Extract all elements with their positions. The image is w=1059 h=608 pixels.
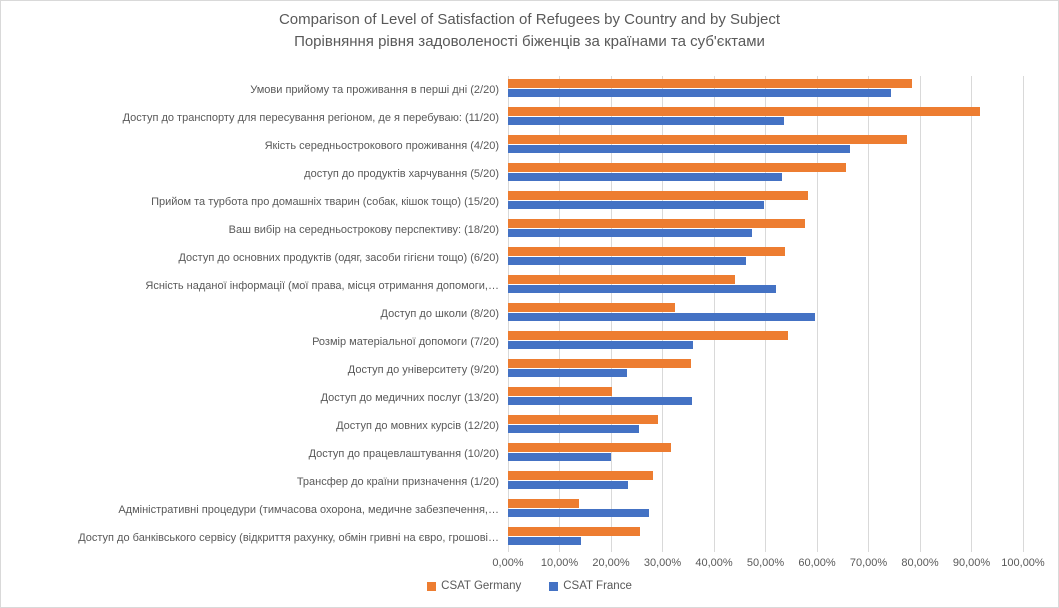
x-tick-label: 80,00% xyxy=(901,557,939,569)
bar-csat-germany xyxy=(508,163,847,172)
bar-csat-germany xyxy=(508,359,692,368)
bar-row xyxy=(508,496,1023,524)
bar-csat-france xyxy=(508,229,753,237)
value-axis: 0,00% 10,00% 20,00% 30,00% 40,00% 50,00% 60,00… xyxy=(492,557,1044,571)
x-tick-label: 60,00% xyxy=(798,557,836,569)
bar-csat-germany xyxy=(508,79,913,88)
bar-row xyxy=(508,300,1023,328)
bar-row xyxy=(508,412,1023,440)
bar-row xyxy=(508,328,1023,356)
category-label: Доступ до працевлаштування (10/20) xyxy=(308,448,499,460)
chart-title-line2: Порівняння рівня задоволеності біженців … xyxy=(294,33,765,50)
x-tick-label: 40,00% xyxy=(695,557,733,569)
bar-csat-france xyxy=(508,396,692,405)
bar-csat-germany xyxy=(508,107,980,116)
bar-csat-france xyxy=(508,89,892,97)
bar-row xyxy=(508,440,1023,468)
bar-row xyxy=(508,104,1023,132)
bar-csat-france xyxy=(508,117,785,125)
bar-csat-france xyxy=(508,201,765,209)
x-tick-label: 0,00% xyxy=(492,557,524,569)
bar-row xyxy=(508,524,1023,552)
bar-csat-germany xyxy=(508,247,786,256)
category-label: Адміністративні процедури (тимчасова охо… xyxy=(118,504,499,516)
gridline xyxy=(971,76,972,552)
x-tick-label: 70,00% xyxy=(849,557,888,569)
bar-csat-france xyxy=(508,509,650,517)
bar-csat-germany xyxy=(508,219,806,228)
category-label: Доступ до мовних курсів (12/20) xyxy=(336,420,499,432)
bar-csat-france xyxy=(508,313,815,321)
legend-swatch-france xyxy=(549,581,559,591)
category-label: доступ до продуктів харчування (5/20) xyxy=(304,168,499,180)
legend: CSAT Germany CSAT France xyxy=(1,580,1058,592)
bar-row xyxy=(508,132,1023,160)
gridline xyxy=(816,76,818,552)
category-label: Умови прийому та проживання в перші дні … xyxy=(250,84,499,96)
bar-row xyxy=(508,272,1023,300)
category-label: Прийом та турбота про домашніх тварин (с… xyxy=(151,196,499,208)
plot-area xyxy=(507,76,1024,552)
x-tick-label: 20,00% xyxy=(592,557,630,569)
category-label: Якість середньострокового проживання (4/… xyxy=(264,140,499,152)
bar-csat-france xyxy=(508,285,777,293)
bar-csat-france xyxy=(508,537,582,545)
bar-csat-germany xyxy=(508,386,613,396)
bar-row xyxy=(508,244,1023,272)
gridline xyxy=(919,76,921,552)
legend-swatch-germany xyxy=(427,581,437,591)
bar-csat-france xyxy=(508,173,783,181)
category-axis: Умови прийому та проживання в перші дні … xyxy=(1,76,499,552)
gridline xyxy=(868,76,869,552)
bar-csat-germany xyxy=(508,191,809,200)
bar-csat-germany xyxy=(508,331,788,340)
bar-csat-germany xyxy=(508,499,579,508)
bar-csat-germany xyxy=(508,275,735,284)
bar-row xyxy=(508,188,1023,216)
bar-csat-germany xyxy=(508,303,675,312)
bar-csat-germany xyxy=(508,527,640,536)
x-tick-label: 10,00% xyxy=(540,557,579,569)
category-label: Доступ до школи (8/20) xyxy=(380,308,499,320)
gridline xyxy=(1022,76,1024,552)
bar-row xyxy=(508,468,1023,496)
bar-csat-germany xyxy=(508,135,908,144)
bar-csat-france xyxy=(508,425,640,433)
category-label: Доступ до основних продуктів (одяг, засо… xyxy=(178,252,499,264)
legend-label-france: CSAT France xyxy=(563,580,632,592)
bar-csat-germany xyxy=(508,443,672,452)
bar-csat-france xyxy=(508,341,693,349)
bar-csat-france xyxy=(508,257,746,265)
x-tick-label: 100,00% xyxy=(1001,557,1045,569)
x-tick-label: 50,00% xyxy=(746,557,785,569)
bar-csat-france xyxy=(508,481,628,489)
legend-label-germany: CSAT Germany xyxy=(441,580,522,592)
category-label: Доступ до банківського сервісу (відкритт… xyxy=(78,532,499,544)
legend-item-france: CSAT France xyxy=(549,580,632,592)
category-label: Розмір матеріальної допомоги (7/20) xyxy=(312,336,499,348)
legend-item-germany: CSAT Germany xyxy=(427,580,521,592)
x-tick-label: 90,00% xyxy=(952,557,991,569)
bar-row xyxy=(508,76,1023,104)
bar-csat-france xyxy=(508,369,627,377)
x-tick-label: 30,00% xyxy=(643,557,682,569)
chart-title: Comparison of Level of Satisfaction of R… xyxy=(1,9,1058,53)
bar-row xyxy=(508,160,1023,188)
bar-csat-france xyxy=(508,453,611,461)
bar-row xyxy=(508,384,1023,412)
bar-csat-germany xyxy=(508,415,658,424)
category-label: Доступ до медичних послуг (13/20) xyxy=(320,391,499,404)
bar-csat-germany xyxy=(508,471,653,480)
category-label: Ясність наданої інформації (мої права, м… xyxy=(145,280,499,292)
bar-row xyxy=(508,356,1023,384)
category-label: Трансфер до країни призначення (1/20) xyxy=(296,476,499,488)
category-label: Ваш вибір на середньострокову перспектив… xyxy=(228,224,499,236)
chart-title-line1: Comparison of Level of Satisfaction of R… xyxy=(278,11,781,28)
bar-row xyxy=(508,216,1023,244)
category-label: Доступ до транспорту для пересування рег… xyxy=(122,112,499,124)
bar-csat-france xyxy=(508,145,850,153)
category-label: Доступ до університету (9/20) xyxy=(347,364,499,376)
